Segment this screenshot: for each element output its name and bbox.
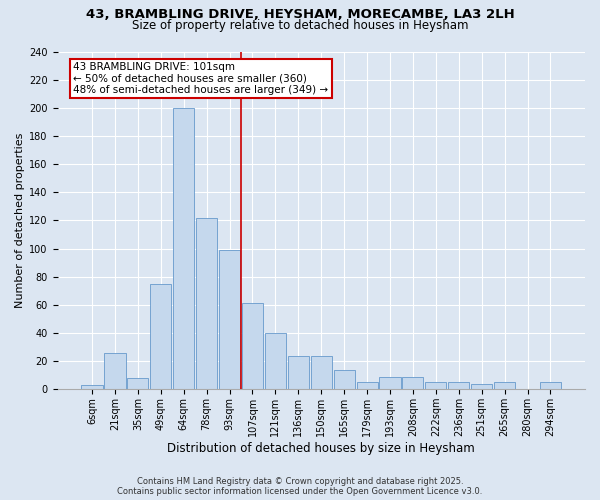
Y-axis label: Number of detached properties: Number of detached properties [15,132,25,308]
Bar [242,304,263,390]
Bar [311,356,332,390]
Bar [403,376,424,390]
Bar [219,250,240,390]
Bar [150,284,172,390]
Text: Size of property relative to detached houses in Heysham: Size of property relative to detached ho… [132,19,468,32]
Text: Contains HM Land Registry data © Crown copyright and database right 2025.
Contai: Contains HM Land Registry data © Crown c… [118,476,482,496]
Bar [104,352,125,390]
Bar [288,356,309,390]
Bar [425,382,446,390]
Bar [494,382,515,390]
Text: 43 BRAMBLING DRIVE: 101sqm
← 50% of detached houses are smaller (360)
48% of sem: 43 BRAMBLING DRIVE: 101sqm ← 50% of deta… [73,62,328,95]
Bar [127,378,148,390]
Bar [379,376,401,390]
Bar [471,384,492,390]
Bar [334,370,355,390]
X-axis label: Distribution of detached houses by size in Heysham: Distribution of detached houses by size … [167,442,475,455]
Bar [540,382,561,390]
Bar [196,218,217,390]
Text: 43, BRAMBLING DRIVE, HEYSHAM, MORECAMBE, LA3 2LH: 43, BRAMBLING DRIVE, HEYSHAM, MORECAMBE,… [86,8,514,20]
Bar [448,382,469,390]
Bar [356,382,377,390]
Bar [173,108,194,390]
Bar [82,385,103,390]
Bar [265,333,286,390]
